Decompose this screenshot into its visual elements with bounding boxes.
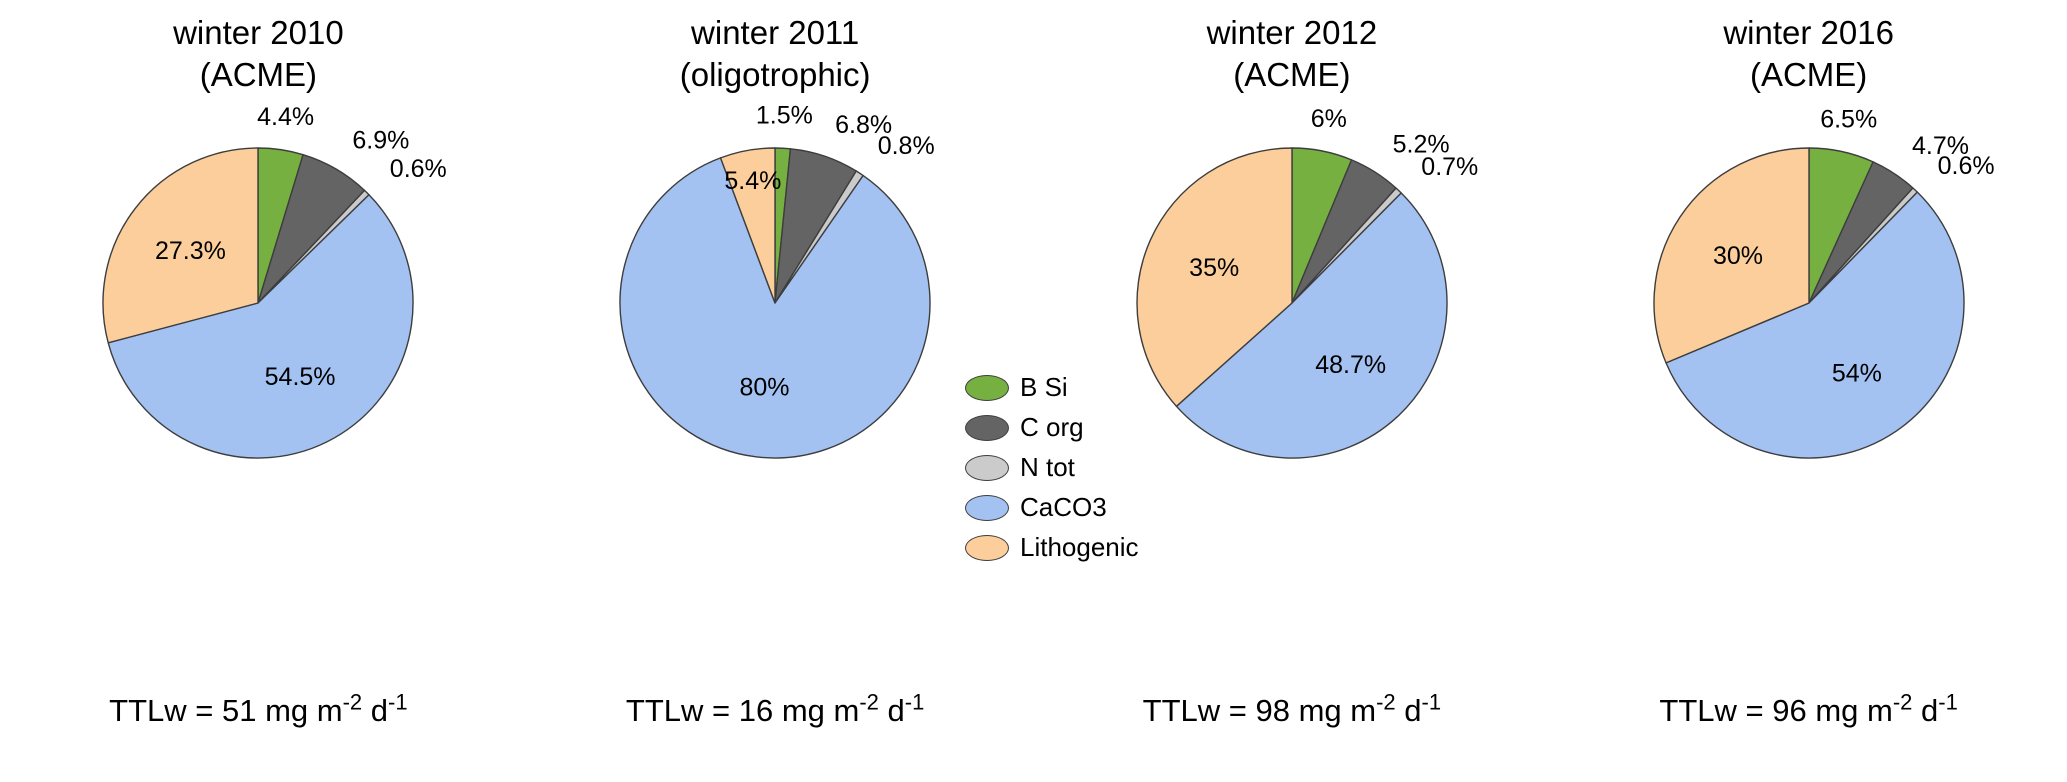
- pie-slice-lithogenic: [1136, 147, 1293, 408]
- chart-winter-2010: winter 2010 (ACME) 4.4% 6.9% 0.6% 54.5% 27.3…: [0, 0, 517, 782]
- legend-item-n-tot: N tot: [965, 452, 1139, 483]
- chart-caption: TTLw = 98 mg m-2 d-1: [1142, 689, 1442, 729]
- caption-main: TTLw = 98 mg m: [1142, 693, 1377, 728]
- chart-title-line2: (ACME): [199, 55, 318, 93]
- slice-percentage-label: 30%: [1713, 242, 1763, 270]
- chart-title-line2: (ACME): [1233, 55, 1351, 93]
- chart-title-line1: winter 2011: [691, 14, 860, 51]
- chart-caption: TTLw = 51 mg m-2 d-1: [109, 689, 408, 729]
- chart-title: winter 2010 (ACME): [173, 12, 344, 98]
- slice-percentage-label: 4.7%: [1912, 132, 1969, 160]
- caption-main: TTLw = 16 mg m: [625, 693, 860, 728]
- chart-title-line1: winter 2010: [173, 14, 344, 51]
- slice-percentage-label: 0.8%: [878, 132, 935, 160]
- slice-percentage-label: 80%: [740, 374, 790, 402]
- pie-chart: 6.5% 4.7%0.6% 54% 30%: [1652, 106, 1994, 459]
- slice-percentage-label: 0.6%: [390, 155, 447, 183]
- pie-chart: 4.4% 6.9%0.6% 54.5% 27.3%: [102, 103, 447, 459]
- slice-percentage-label: 27.3%: [155, 237, 226, 265]
- legend-swatch-n-tot-icon: [965, 454, 1009, 481]
- legend-label: B Si: [1020, 372, 1068, 402]
- legend-label: CaCO3: [1020, 492, 1107, 522]
- legend-swatch-c-org-icon: [965, 414, 1009, 441]
- caption-main: TTLw = 51 mg m: [109, 693, 343, 728]
- chart-title-line1: winter 2016: [1723, 14, 1894, 51]
- pie-slice-lithogenic: [102, 147, 260, 344]
- chart-title-line1: winter 2012: [1206, 14, 1378, 51]
- legend-label: N tot: [1020, 452, 1075, 482]
- pie-slice-lithogenic: [1652, 147, 1810, 364]
- pie-slice-caco3: [107, 194, 415, 459]
- pie-slice-caco3: [1175, 192, 1448, 459]
- slice-percentage-label: 6.8%: [835, 111, 892, 139]
- pie-chart: 1.5% 6.8%0.8% 80% 5.4%: [619, 101, 935, 459]
- slice-percentage-label: 48.7%: [1315, 351, 1386, 379]
- legend-item-c-org: C org: [965, 412, 1139, 443]
- chart-title: winter 2011 (oligotrophic): [680, 12, 871, 98]
- slice-percentage-label: 6.9%: [353, 127, 410, 155]
- caption-exponent: -2: [1892, 689, 1913, 715]
- slice-percentage-label: 5.2%: [1392, 130, 1449, 158]
- legend-label: C org: [1020, 412, 1084, 442]
- slice-percentage-label: 6%: [1311, 105, 1347, 133]
- caption-exponent: -1: [1938, 689, 1958, 715]
- slice-percentage-label: 4.4%: [257, 103, 314, 131]
- legend: B Si C org N tot CaCO3 Lithogenic: [965, 372, 1139, 563]
- legend-swatch-caco3-icon: [965, 494, 1009, 521]
- legend-label: Lithogenic: [1020, 532, 1139, 562]
- caption-exponent: -1: [904, 689, 925, 715]
- slice-percentage-label: 6.5%: [1820, 106, 1877, 134]
- slice-percentage-label: 54%: [1832, 360, 1882, 388]
- slice-percentage-label: 54.5%: [265, 363, 336, 391]
- slice-percentage-label: 0.6%: [1937, 152, 1994, 180]
- pie-chart: 6% 5.2%0.7% 48.7% 35%: [1136, 105, 1478, 459]
- legend-swatch-lithogenic-icon: [965, 534, 1009, 561]
- legend-item-lithogenic: Lithogenic: [965, 532, 1139, 563]
- chart-title: winter 2012 (ACME): [1207, 12, 1378, 98]
- chart-title-line2: (ACME): [1749, 55, 1868, 93]
- caption-mid: d: [1912, 693, 1939, 728]
- chart-caption: TTLw = 16 mg m-2 d-1: [625, 689, 925, 729]
- slice-percentage-label: 35%: [1189, 254, 1239, 282]
- caption-exponent: -1: [388, 689, 408, 715]
- caption-exponent: -2: [342, 689, 363, 715]
- chart-caption: TTLw = 96 mg m-2 d-1: [1659, 689, 1958, 729]
- caption-mid: d: [362, 693, 389, 728]
- legend-item-b-si: B Si: [965, 372, 1139, 403]
- legend-item-caco3: CaCO3: [965, 492, 1139, 523]
- chart-winter-2012: winter 2012 (ACME) 6% 5.2% 0.7% 48.7% 35% TT…: [1034, 0, 1551, 782]
- pie-slice-caco3: [1664, 191, 1965, 459]
- caption-mid: d: [1395, 693, 1422, 728]
- pie-slice-caco3: [619, 157, 931, 459]
- slice-percentage-label: 5.4%: [725, 167, 782, 195]
- chart-title-line2: (oligotrophic): [679, 55, 871, 93]
- caption-mid: d: [878, 693, 905, 728]
- slice-percentage-label: 0.7%: [1421, 153, 1478, 181]
- caption-exponent: -1: [1421, 689, 1442, 715]
- chart-winter-2011: winter 2011 (oligotrophic) 1.5% 6.8% 0.8% 8…: [517, 0, 1034, 782]
- caption-exponent: -2: [859, 689, 879, 715]
- legend-swatch-b-si-icon: [965, 374, 1009, 401]
- chart-title: winter 2016 (ACME): [1723, 12, 1894, 98]
- pie-slice-lithogenic: [719, 147, 776, 304]
- chart-winter-2016: winter 2016 (ACME) 6.5% 4.7% 0.6% 54% 30% TT…: [1550, 0, 2067, 782]
- slice-percentage-label: 1.5%: [756, 101, 813, 129]
- caption-exponent: -2: [1376, 689, 1396, 715]
- caption-main: TTLw = 96 mg m: [1659, 693, 1893, 728]
